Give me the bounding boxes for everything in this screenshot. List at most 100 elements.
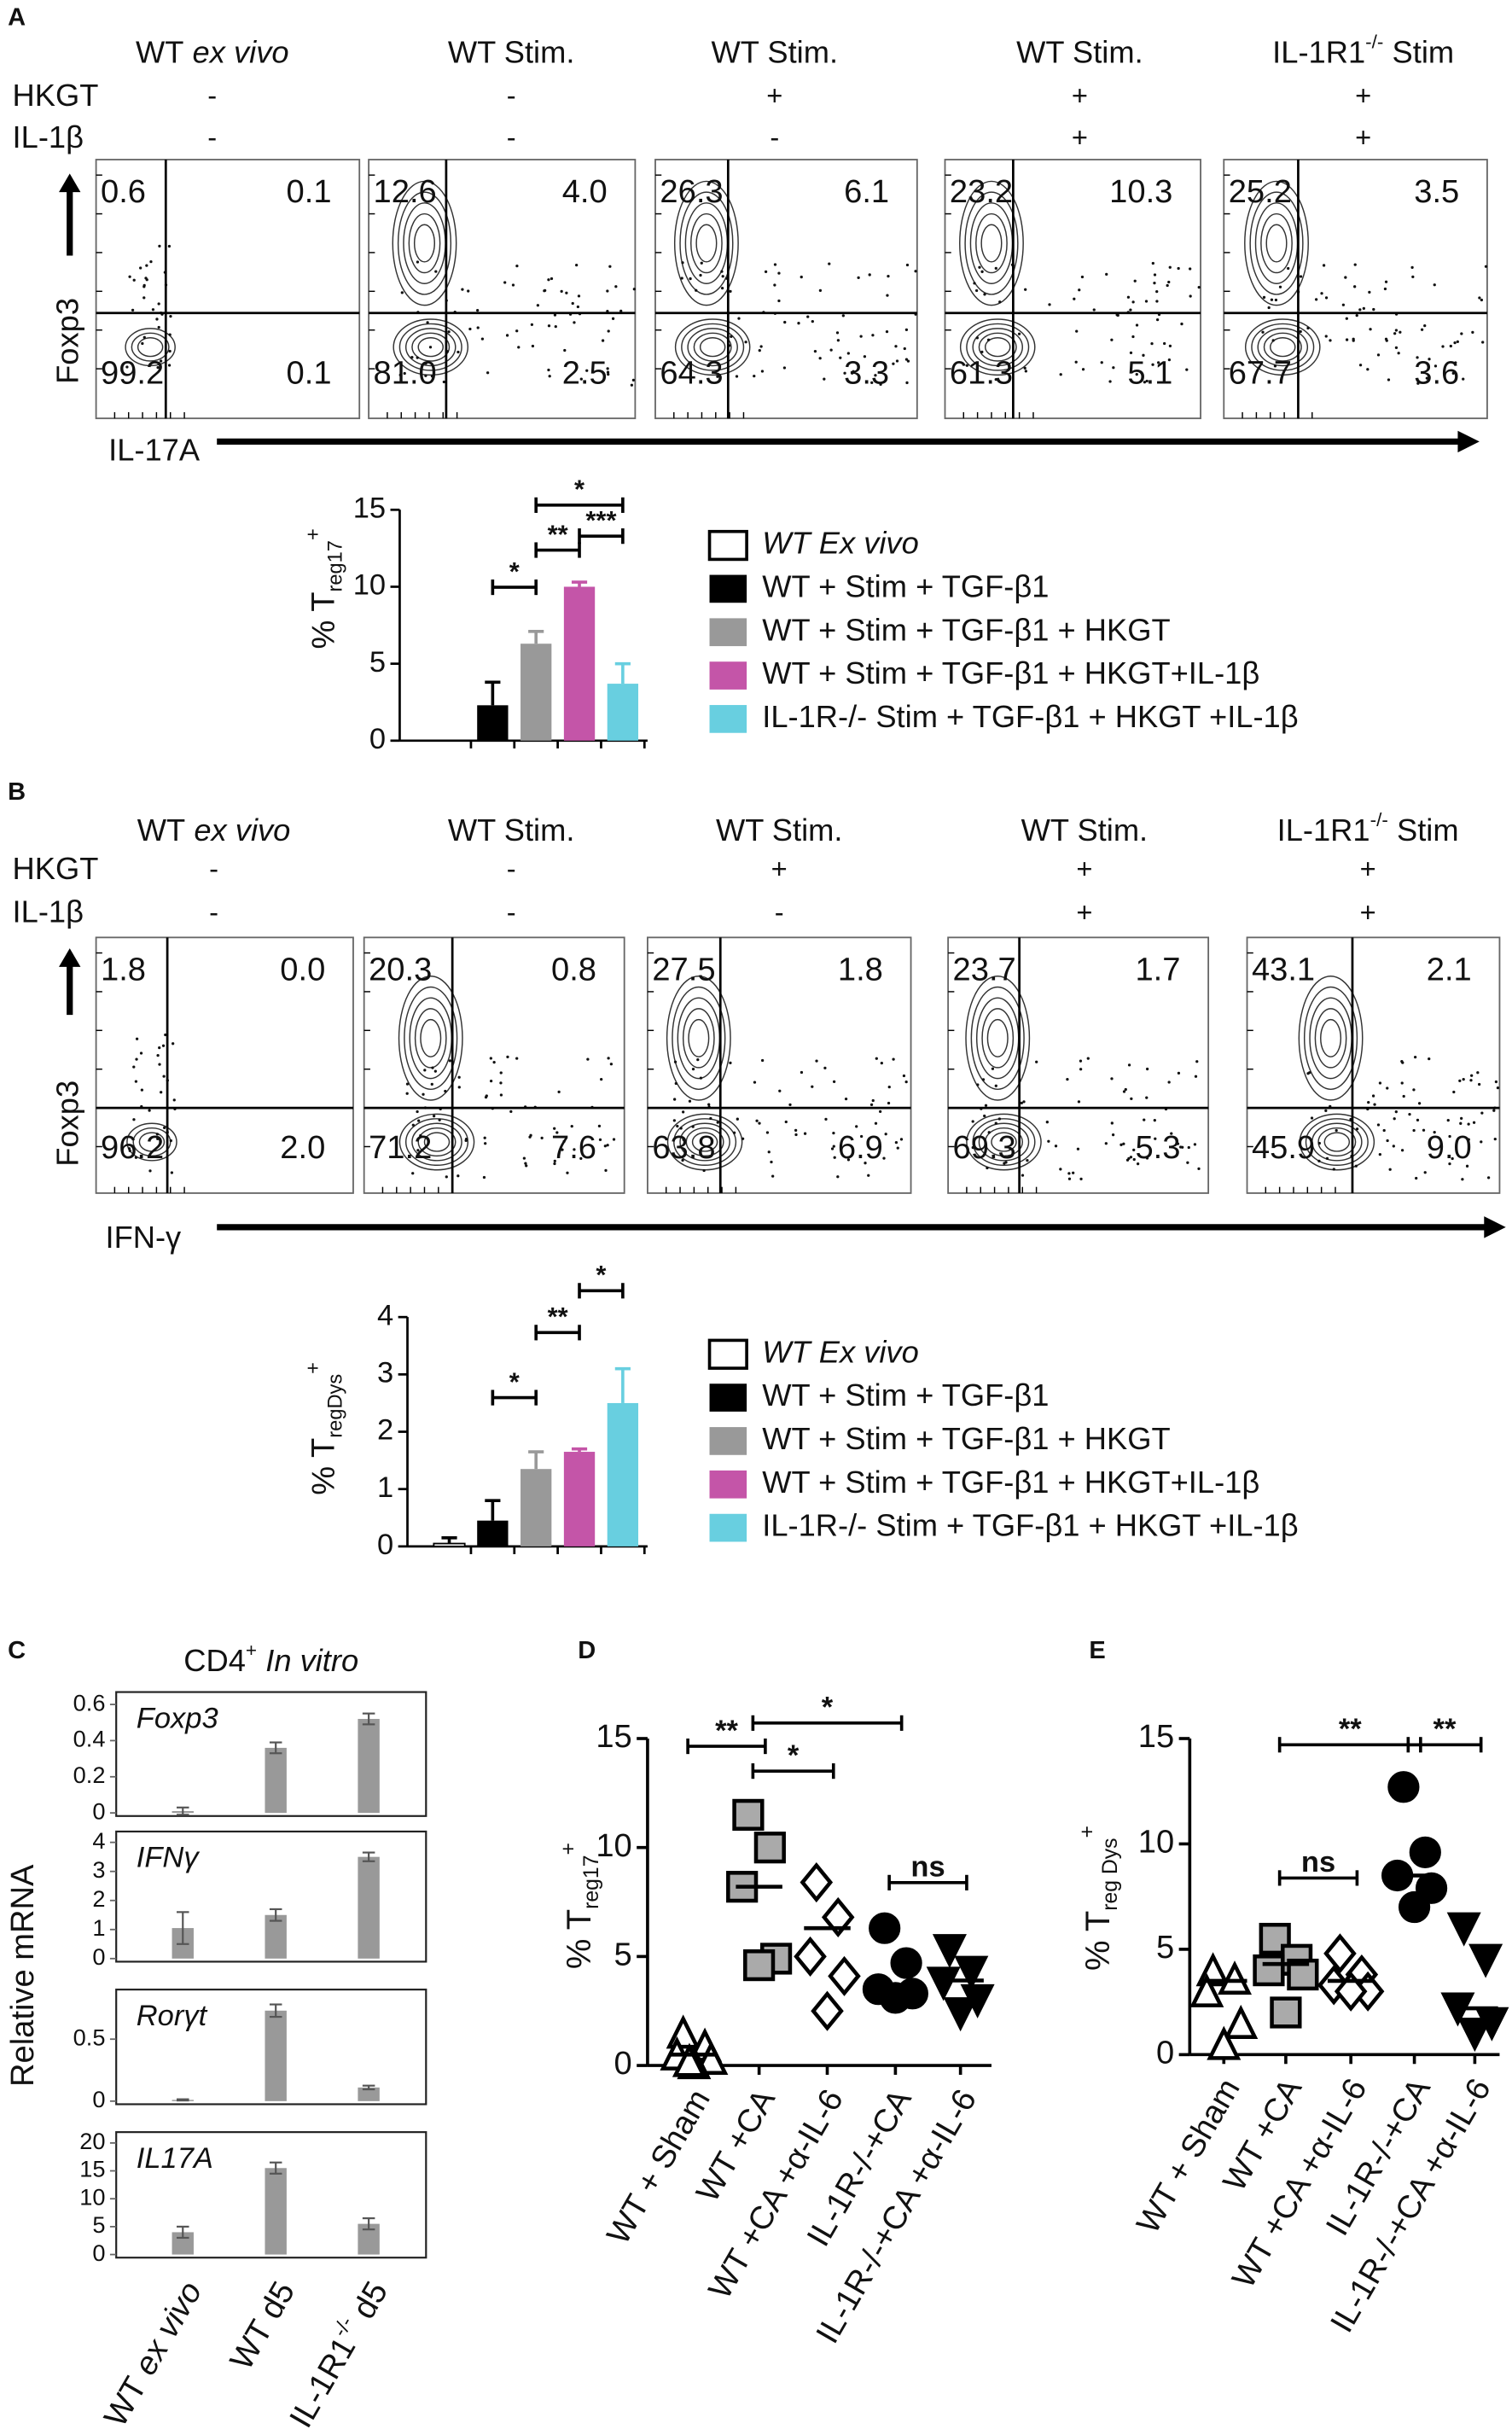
event-dot	[1151, 363, 1154, 366]
quadrant-value: 4.0	[562, 173, 608, 210]
event-dot	[1452, 1090, 1456, 1094]
event-dot	[1416, 1118, 1420, 1121]
event-dot	[1194, 1075, 1198, 1078]
event-dot	[423, 1069, 427, 1072]
text-part: ex vivo	[127, 2275, 210, 2381]
quadrant-value: 7.6	[551, 1129, 596, 1166]
contour	[1254, 202, 1299, 284]
event-dot	[904, 1081, 908, 1084]
event-dot	[499, 1071, 503, 1075]
event-dot	[509, 1110, 513, 1113]
y-tick-label: 0	[1156, 2034, 1174, 2071]
plot-header: IL-1R1-/- Stim	[1277, 809, 1459, 847]
event-dot	[1168, 265, 1172, 269]
event-dot	[832, 1131, 835, 1135]
event-dot	[1324, 1109, 1328, 1112]
event-dot	[1119, 1143, 1123, 1146]
event-dot	[170, 1171, 174, 1174]
event-dot	[127, 1147, 131, 1150]
event-dot	[132, 1065, 136, 1069]
contour	[1265, 224, 1288, 263]
text-part: Stim	[1397, 813, 1459, 848]
event-dot	[1075, 329, 1079, 333]
legend-swatch	[709, 618, 747, 647]
event-dot	[709, 1116, 712, 1121]
event-dot	[482, 1175, 486, 1180]
event-dot	[434, 270, 438, 273]
legend-label: IL-1R-/- Stim + TGF-β1 + HKGT +IL-1β	[762, 699, 1298, 734]
event-dot	[1157, 361, 1160, 364]
event-dot	[892, 362, 895, 365]
event-dot	[156, 1137, 160, 1141]
event-dot	[1425, 376, 1429, 380]
text-part: -/-	[1365, 32, 1383, 53]
event-dot	[859, 335, 863, 338]
panel-label: B	[8, 778, 26, 806]
x-axis-label: IL-17A	[108, 433, 201, 468]
significance-label: **	[548, 1302, 568, 1331]
event-dot	[1411, 275, 1415, 278]
plot-header: WT Stim.	[1016, 34, 1143, 69]
event-dot	[887, 1086, 891, 1089]
event-dot	[1416, 382, 1420, 385]
quadrant-value: 20.3	[369, 951, 432, 987]
event-dot	[765, 1131, 770, 1134]
data-point	[1224, 2004, 1259, 2039]
event-dot	[1086, 1057, 1090, 1060]
event-dot	[1322, 264, 1326, 267]
event-dot	[499, 1093, 503, 1097]
event-dot	[1408, 1113, 1411, 1116]
event-dot	[1451, 371, 1455, 375]
text-part: IL-1R1	[1272, 34, 1365, 69]
event-dot	[1393, 332, 1397, 335]
event-dot	[716, 1121, 719, 1124]
y-tick-label: 10	[596, 1827, 631, 1864]
arrow-head	[59, 173, 81, 193]
event-dot	[1400, 1081, 1404, 1085]
y-axis-label: Foxp3	[49, 298, 84, 384]
event-dot	[777, 271, 781, 275]
event-dot	[1122, 1142, 1125, 1145]
legend-swatch	[707, 1338, 748, 1370]
event-dot	[630, 383, 634, 387]
event-dot	[1066, 1077, 1069, 1081]
event-dot	[148, 1169, 152, 1173]
y-axis-label: % TregDys+	[303, 1362, 347, 1495]
event-dot	[803, 1132, 807, 1135]
event-dot	[585, 369, 589, 372]
event-dot	[843, 371, 846, 375]
event-dot	[1112, 366, 1115, 370]
event-dot	[424, 374, 427, 377]
event-dot	[553, 1127, 556, 1130]
event-dot	[566, 1171, 569, 1174]
event-dot	[867, 1174, 870, 1177]
event-dot	[405, 1092, 409, 1095]
event-dot	[1402, 1094, 1405, 1098]
y-tick-label: 15	[1138, 1718, 1174, 1755]
event-dot	[1353, 285, 1357, 288]
event-dot	[981, 1078, 986, 1081]
quadrant-value: 63.8	[652, 1129, 715, 1166]
event-dot	[1079, 1177, 1083, 1180]
contour	[1260, 213, 1293, 274]
event-dot	[737, 317, 741, 320]
contour	[1309, 997, 1352, 1080]
event-dot	[1168, 344, 1172, 347]
event-dot	[1267, 306, 1271, 310]
event-dot	[524, 1162, 527, 1165]
event-dot	[142, 296, 146, 300]
contour	[408, 213, 441, 274]
event-dot	[579, 377, 583, 381]
event-dot	[871, 1098, 875, 1103]
y-axis-label: % Treg17+	[303, 528, 347, 649]
event-dot	[438, 1118, 441, 1121]
event-dot	[553, 313, 557, 317]
bar	[358, 1856, 380, 1959]
quadrant-value: 27.5	[652, 951, 715, 987]
y-tick-label: 2	[92, 1885, 105, 1912]
legend-label: WT + Stim + TGF-β1 + HKGT	[762, 612, 1170, 647]
event-dot	[577, 294, 581, 298]
event-dot	[489, 1079, 493, 1083]
event-dot	[1310, 1116, 1314, 1120]
event-dot	[430, 375, 434, 378]
